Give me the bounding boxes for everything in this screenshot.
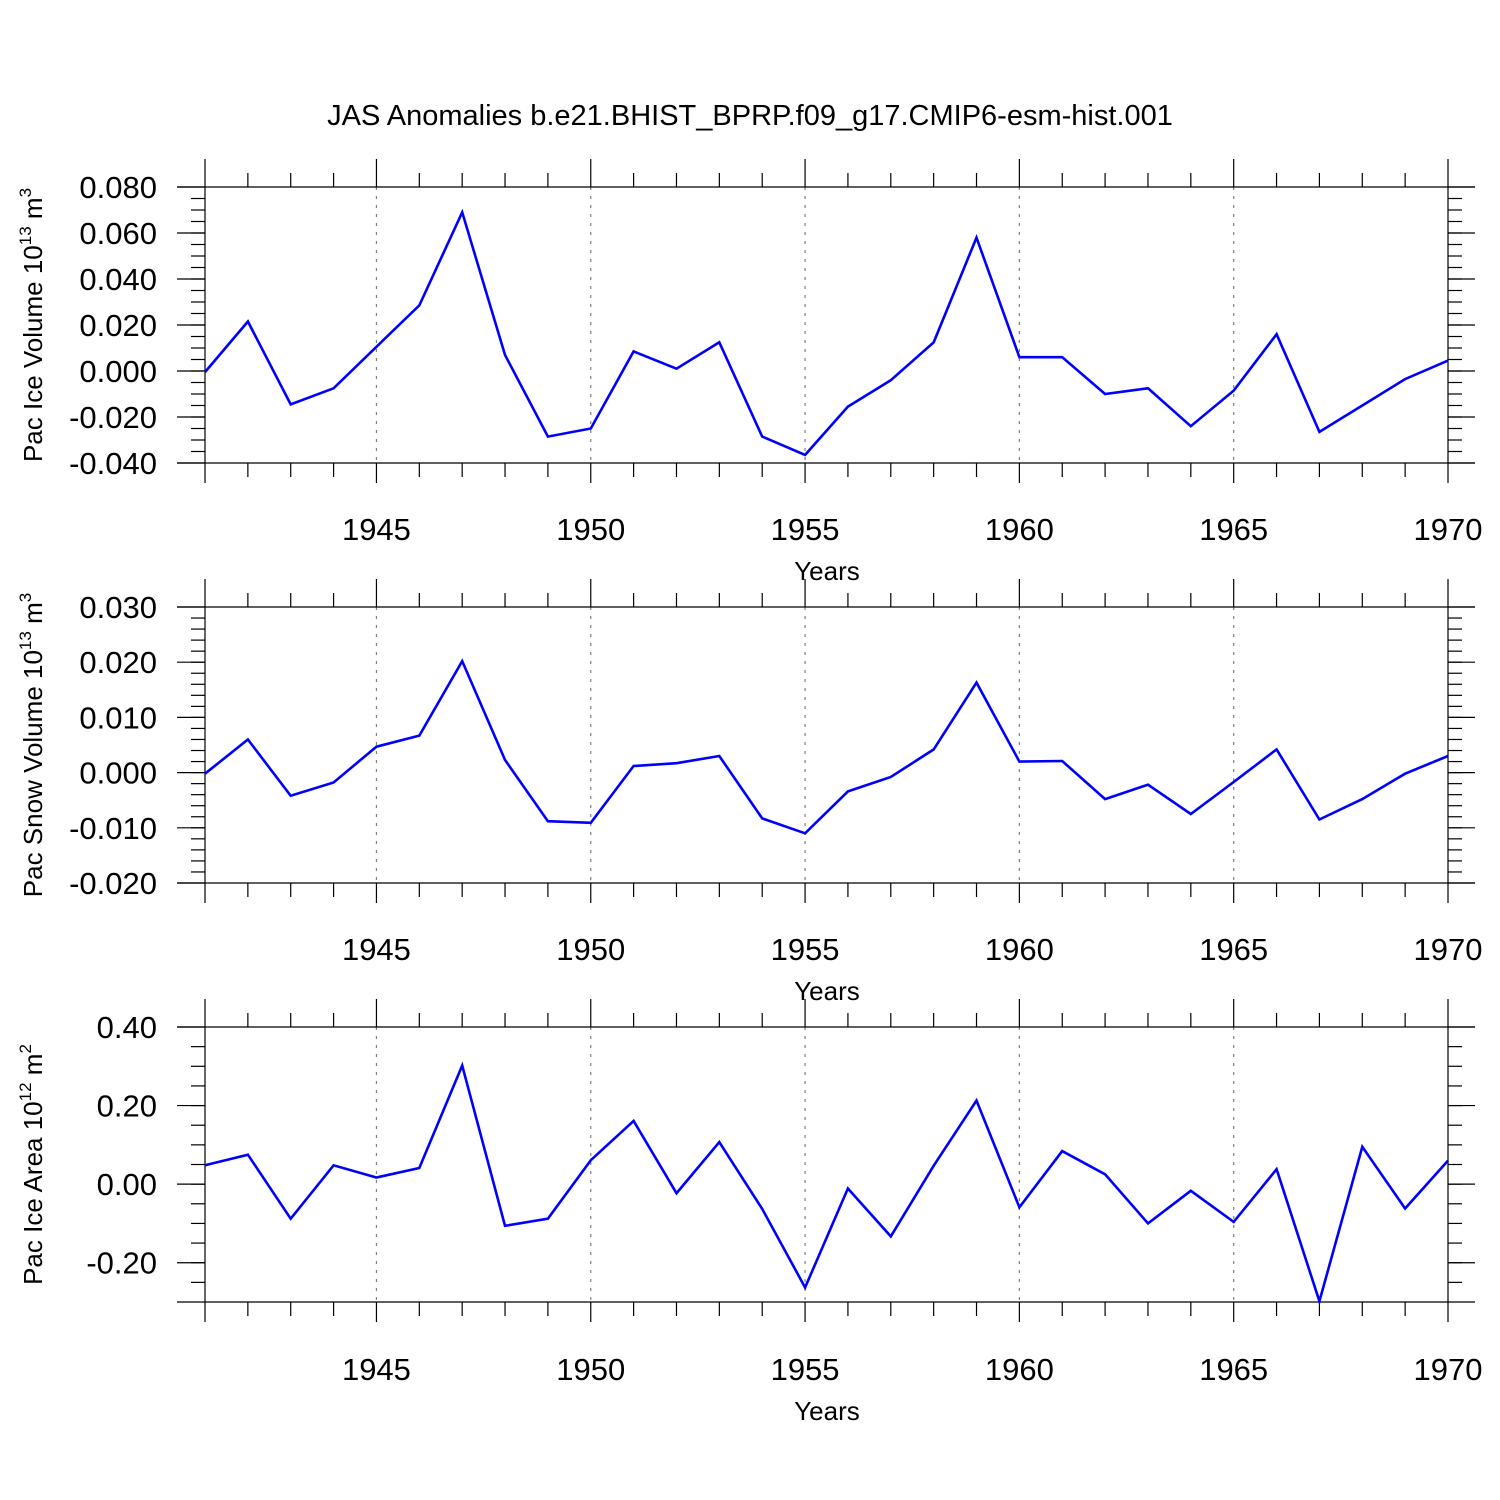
x-tick-label: 1955 xyxy=(771,1352,840,1387)
y-tick-label: -0.040 xyxy=(69,446,157,481)
x-tick-label: 1955 xyxy=(771,512,840,547)
x-tick-label: 1960 xyxy=(985,1352,1054,1387)
y-axis-title-unit: m xyxy=(18,1054,48,1083)
series-line xyxy=(204,1061,1449,1306)
y-tick-label: 0.000 xyxy=(79,756,157,791)
y-tick-label: 0.000 xyxy=(79,354,157,389)
y-tick-label: 0.020 xyxy=(79,308,157,343)
y-tick-label: 0.030 xyxy=(79,590,157,625)
chart-panel-3: -0.20 0.00 0.20 0.40 1945 1950 1955 1960 1965 197… xyxy=(16,999,1482,1426)
y-tick-label: -0.020 xyxy=(69,866,157,901)
y-axis-title-text: Pac Ice Volume 10 xyxy=(18,245,48,462)
y-axis-title-unit: m xyxy=(18,197,48,226)
x-axis-title: Years xyxy=(794,556,860,586)
y-tick-label: -0.020 xyxy=(69,400,157,435)
y-tick-label: 0.080 xyxy=(79,170,157,205)
x-tick-label: 1945 xyxy=(342,512,411,547)
y-axis-title-unit-exponent: 3 xyxy=(16,593,35,602)
series-line xyxy=(204,208,1449,457)
chart-panel-2: -0.020 -0.010 0.000 0.010 0.020 0.030 1945 1950… xyxy=(16,579,1482,1006)
y-axis-title-exponent: 13 xyxy=(16,631,35,650)
y-axis-title-text: Pac Snow Volume 10 xyxy=(18,650,48,897)
y-tick-label: 0.40 xyxy=(97,1010,157,1045)
y-tick-label: 0.020 xyxy=(79,645,157,680)
x-axis-title: Years xyxy=(794,1396,860,1426)
x-tick-label: 1950 xyxy=(556,932,625,967)
y-tick-label: -0.20 xyxy=(86,1246,157,1281)
x-tick-label: 1950 xyxy=(556,512,625,547)
y-tick-label: 0.040 xyxy=(79,262,157,297)
x-tick-label: 1965 xyxy=(1199,512,1268,547)
y-axis-title: Pac Ice Area 1012 m2 xyxy=(16,1044,48,1285)
x-tick-label: 1970 xyxy=(1414,1352,1483,1387)
y-axis-title: Pac Snow Volume 1013 m3 xyxy=(16,593,48,897)
x-tick-label: 1970 xyxy=(1414,512,1483,547)
y-tick-label: -0.010 xyxy=(69,811,157,846)
x-tick-label: 1960 xyxy=(985,512,1054,547)
y-axis-title: Pac Ice Volume 1013 m3 xyxy=(16,188,48,462)
x-tick-label: 1965 xyxy=(1199,1352,1268,1387)
series-line xyxy=(204,658,1449,835)
y-axis-title-unit-exponent: 2 xyxy=(16,1044,35,1053)
chart-panels: -0.040 -0.020 0.000 0.020 0.040 0.060 0.080 194… xyxy=(16,159,1482,1426)
y-axis-title-exponent: 13 xyxy=(16,226,35,245)
x-tick-label: 1970 xyxy=(1414,932,1483,967)
x-tick-label: 1945 xyxy=(342,932,411,967)
x-tick-label: 1945 xyxy=(342,1352,411,1387)
x-tick-label: 1965 xyxy=(1199,932,1268,967)
y-tick-label: 0.010 xyxy=(79,700,157,735)
x-tick-label: 1950 xyxy=(556,1352,625,1387)
y-axis-title-text: Pac Ice Area 10 xyxy=(18,1101,48,1285)
x-axis-title: Years xyxy=(794,976,860,1006)
y-axis-title-unit: m xyxy=(18,602,48,631)
x-tick-label: 1960 xyxy=(985,932,1054,967)
y-tick-label: 0.060 xyxy=(79,216,157,251)
chart-title: JAS Anomalies b.e21.BHIST_BPRP.f09_g17.C… xyxy=(327,100,1173,132)
chart-panel-1: -0.040 -0.020 0.000 0.020 0.040 0.060 0.080 194… xyxy=(16,159,1482,586)
x-tick-label: 1955 xyxy=(771,932,840,967)
y-tick-label: 0.00 xyxy=(97,1167,157,1202)
y-tick-label: 0.20 xyxy=(97,1089,157,1124)
y-axis-title-unit-exponent: 3 xyxy=(16,188,35,197)
y-axis-title-exponent: 12 xyxy=(16,1082,35,1101)
